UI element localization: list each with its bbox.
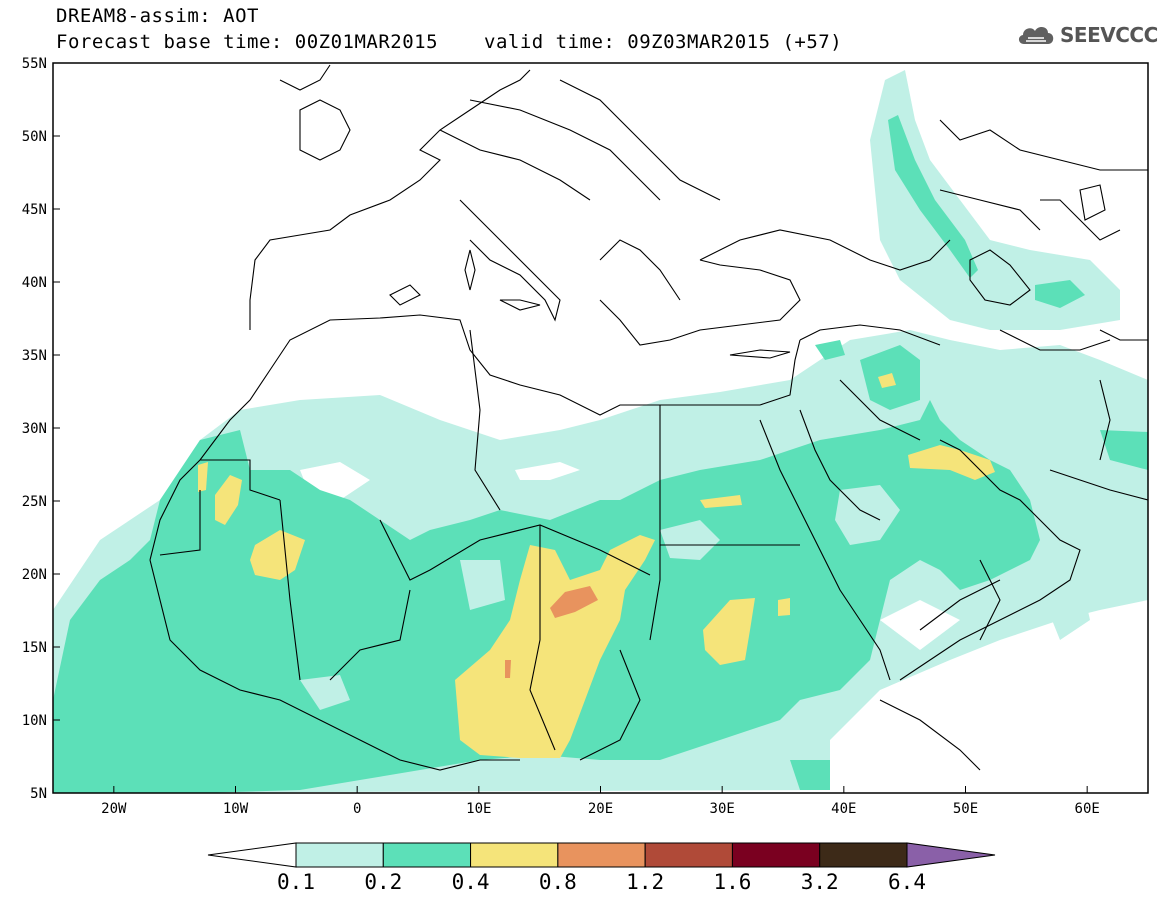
valid-time: valid time: 09Z03MAR2015 (+57) <box>484 31 843 53</box>
aot-level-0.4 <box>198 373 995 758</box>
colorbar: 0.1 0.2 0.4 0.8 1.2 1.6 3.2 6.4 <box>207 842 996 894</box>
lon-tick-label: 10W <box>223 801 249 817</box>
lat-tick-label: 40N <box>22 275 47 291</box>
colorbar-label: 0.8 <box>539 870 577 894</box>
lat-tick-label: 45N <box>22 202 47 218</box>
chart-title: DREAM8-assim: AOT <box>56 5 259 27</box>
colorbar-label: 0.1 <box>277 870 315 894</box>
lat-tick-label: 35N <box>22 348 47 364</box>
lon-tick-label: 20W <box>101 801 127 817</box>
colorbar-segment <box>557 842 646 868</box>
aot-light-inner <box>300 485 900 710</box>
lat-tick-label: 55N <box>22 56 47 72</box>
colorbar-segment <box>207 842 297 868</box>
colorbar-segment <box>819 842 908 868</box>
colorbar-segment <box>644 842 733 868</box>
colorbar-label: 0.4 <box>452 870 490 894</box>
lat-tick-label: 20N <box>22 567 47 583</box>
lon-tick-label: 40E <box>831 801 856 817</box>
colorbar-segment <box>470 842 559 868</box>
colorbar-label: 3.2 <box>801 870 839 894</box>
cloud-icon <box>1018 27 1054 44</box>
lon-tick-label: 60E <box>1075 801 1100 817</box>
seevccc-logo: SEEVCCC <box>1016 22 1158 48</box>
lon-tick-label: 30E <box>710 801 735 817</box>
lat-tick-label: 30N <box>22 421 47 437</box>
colorbar-segment <box>295 842 384 868</box>
colorbar-label: 6.4 <box>888 870 926 894</box>
lat-tick-label: 25N <box>22 494 47 510</box>
logo-text: SEEVCCC <box>1060 23 1158 47</box>
aot-level-0.8 <box>505 586 598 678</box>
lon-tick-label: 20E <box>588 801 613 817</box>
lon-tick-label: 10E <box>466 801 491 817</box>
forecast-base-time: Forecast base time: 00Z01MAR2015 <box>56 31 439 53</box>
colorbar-segment <box>731 842 821 868</box>
aot-field <box>53 70 1148 793</box>
colorbar-segment <box>906 842 996 868</box>
lat-tick-label: 5N <box>30 786 47 802</box>
lat-ticks: 55N 50N 45N 40N 35N 30N 25N 20N 15N 10N 5N <box>22 56 60 802</box>
lon-ticks: 20W 10W 0 10E 20E 30E 40E 50E 60E <box>101 786 1100 817</box>
colorbar-label: 1.6 <box>713 870 751 894</box>
lat-tick-label: 15N <box>22 640 47 656</box>
lon-tick-label: 50E <box>953 801 978 817</box>
coastlines <box>149 64 1148 771</box>
lat-tick-label: 50N <box>22 129 47 145</box>
colorbar-segment <box>382 842 472 868</box>
lon-tick-label: 0 <box>353 801 361 817</box>
colorbar-label: 0.2 <box>364 870 402 894</box>
lat-tick-label: 10N <box>22 713 47 729</box>
colorbar-label: 1.2 <box>626 870 664 894</box>
